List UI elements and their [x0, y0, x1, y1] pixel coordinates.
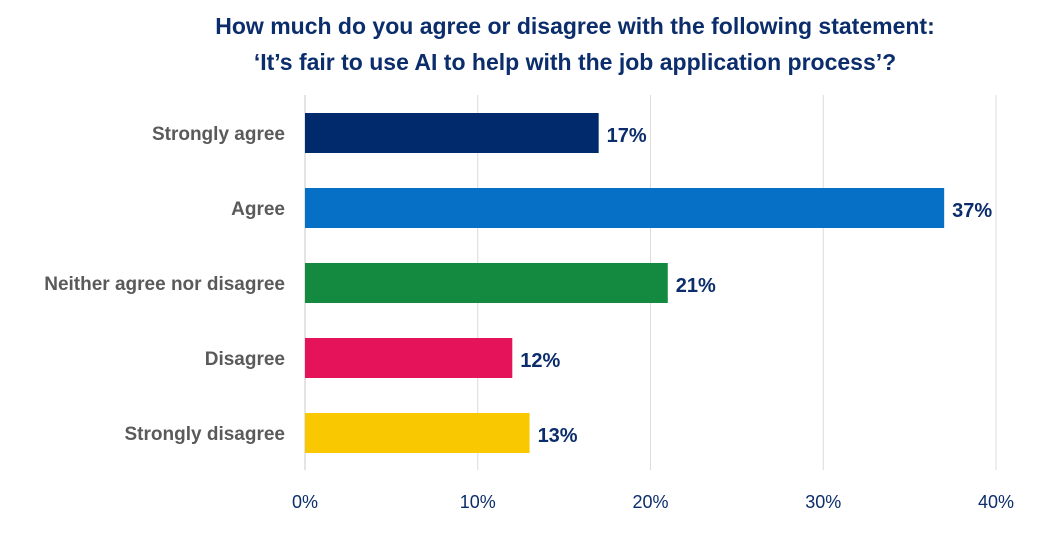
value-label: 13%	[538, 425, 578, 447]
x-tick-label: 40%	[978, 492, 1014, 512]
category-label: Disagree	[205, 349, 285, 370]
value-label: 37%	[952, 200, 992, 222]
bar	[305, 188, 945, 228]
chart-title-line-1: How much do you agree or disagree with t…	[215, 13, 935, 39]
bar	[305, 413, 530, 453]
chart-title-line-2: ‘It’s fair to use AI to help with the jo…	[253, 49, 897, 75]
value-label: 12%	[520, 350, 560, 372]
bar	[305, 263, 668, 303]
bar	[305, 113, 599, 153]
chart-title: How much do you agree or disagree with t…	[0, 8, 1060, 80]
value-label: 17%	[607, 125, 647, 147]
x-tick-label: 20%	[632, 492, 668, 512]
bar	[305, 338, 513, 378]
x-tick-label: 30%	[805, 492, 841, 512]
x-tick-label: 0%	[292, 492, 318, 512]
category-label: Strongly disagree	[125, 424, 286, 445]
x-tick-label: 10%	[460, 492, 496, 512]
category-label: Agree	[231, 199, 285, 220]
category-label: Strongly agree	[152, 124, 285, 145]
value-label: 21%	[676, 275, 716, 297]
category-label: Neither agree nor disagree	[44, 274, 285, 295]
